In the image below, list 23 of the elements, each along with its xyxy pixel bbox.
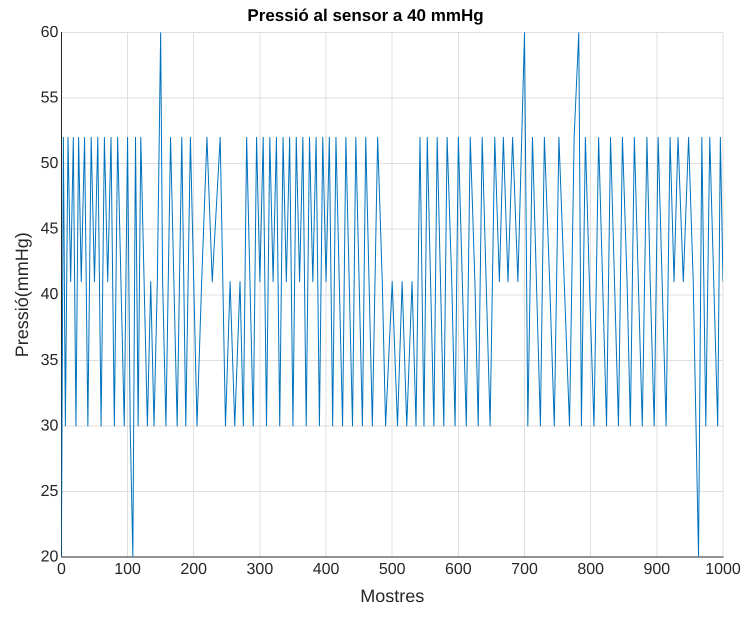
x-tick-label: 800	[577, 561, 604, 578]
y-tick-label: 35	[40, 352, 58, 369]
y-tick-label: 45	[40, 220, 58, 238]
y-tick-label: 40	[40, 286, 58, 304]
y-tick-label: 60	[40, 24, 58, 41]
x-tick-label: 100	[114, 561, 142, 578]
x-tick-label: 500	[378, 561, 406, 578]
y-tick-label: 25	[40, 483, 58, 500]
x-tick-label: 700	[511, 561, 538, 578]
y-tick-label: 20	[40, 548, 58, 566]
x-tick-label: 600	[445, 561, 472, 578]
x-tick-label: 200	[180, 561, 208, 578]
x-axis-title: Mostres	[360, 586, 424, 606]
y-tick-label: 50	[40, 155, 58, 172]
y-axis-title: Pressió(mmHg)	[12, 232, 32, 358]
chart-title: Pressió al sensor a 40 mmHg	[247, 6, 484, 25]
x-tick-label: 300	[246, 561, 274, 578]
x-tick-label: 1000	[705, 561, 741, 578]
y-tick-label: 55	[40, 89, 58, 106]
y-tick-label: 30	[40, 417, 58, 434]
x-tick-label: 0	[56, 561, 66, 578]
x-tick-label: 400	[312, 561, 340, 578]
x-tick-label: 900	[643, 561, 670, 578]
